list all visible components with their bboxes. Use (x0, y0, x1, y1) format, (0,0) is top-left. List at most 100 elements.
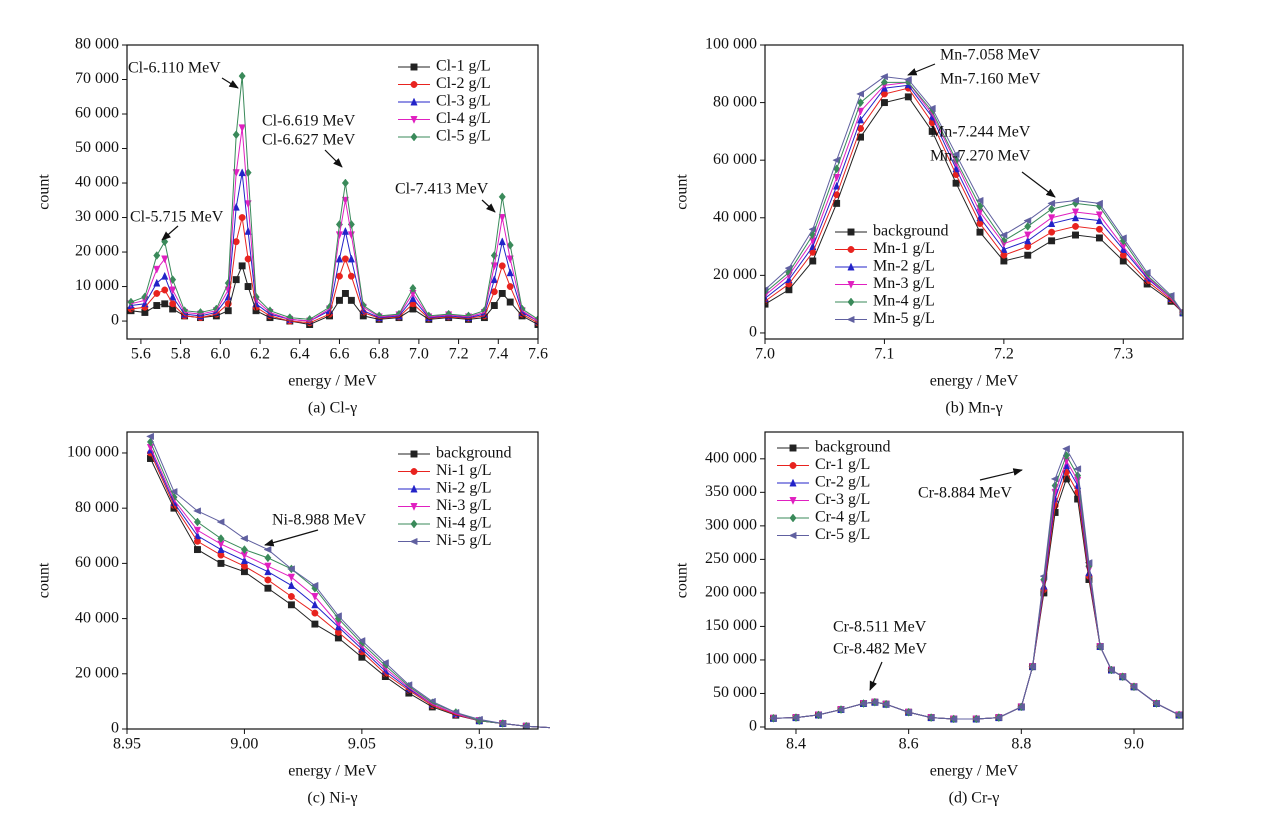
marker (410, 116, 418, 124)
annotation: Cr-8.884 MeV (918, 485, 1012, 502)
y-tick-label: 250 000 (705, 550, 757, 567)
plot-frame (764, 44, 1184, 340)
x-axis-label: energy / MeV (288, 373, 377, 390)
marker (847, 246, 855, 253)
legend-label: Cl-3 g/L (436, 93, 491, 110)
legend-label: Mn-2 g/L (873, 258, 935, 275)
legend-label: Mn-4 g/L (873, 293, 935, 310)
x-axis-label: energy / MeV (930, 763, 1019, 780)
annotation: Cl-7.413 MeV (395, 181, 489, 198)
y-tick-label: 60 000 (713, 151, 757, 168)
y-tick-label: 0 (111, 312, 119, 329)
y-tick-label: 50 000 (75, 139, 119, 156)
y-tick-label: 100 000 (705, 36, 757, 53)
y-tick-label: 100 000 (705, 651, 757, 668)
marker (410, 63, 418, 71)
x-tick-label: 9.05 (348, 736, 376, 753)
y-tick-label: 60 000 (75, 554, 119, 571)
x-tick-label: 7.2 (994, 346, 1014, 363)
y-tick-label: 80 000 (75, 36, 119, 53)
series-line (764, 84, 1184, 314)
plot-frame (764, 431, 1184, 730)
legend-label: Ni-4 g/L (436, 515, 492, 532)
marker (789, 478, 797, 487)
x-tick-label: 7.2 (449, 346, 469, 363)
x-tick-label: 7.6 (528, 346, 548, 363)
legend-label: Cl-4 g/L (436, 110, 491, 127)
legend-label: background (873, 223, 949, 240)
y-tick-label: 40 000 (75, 609, 119, 626)
annotation-arrow (979, 468, 1023, 481)
x-tick-label: 9.00 (230, 736, 258, 753)
annotation: Cl-6.619 MeV (262, 113, 356, 130)
legend-label: Cr-5 g/L (815, 526, 870, 543)
y-tick-label: 80 000 (713, 93, 757, 110)
y-axis-label: count (36, 174, 53, 210)
annotation-arrow (907, 63, 936, 76)
series-line (150, 436, 550, 729)
x-tick-label: 7.4 (488, 346, 508, 363)
caption: (a) Cl-γ (308, 400, 357, 417)
x-tick-label: 6.0 (210, 346, 230, 363)
marker (341, 226, 349, 235)
marker (409, 537, 418, 546)
marker (789, 497, 797, 505)
y-tick-label: 0 (111, 720, 119, 737)
marker (788, 531, 797, 540)
plot-frame (126, 44, 539, 340)
legend-label: Ni-5 g/L (436, 532, 492, 549)
x-tick-label: 7.0 (409, 346, 429, 363)
y-axis-label: count (36, 562, 53, 598)
legend-label: background (815, 439, 891, 456)
legend-label: Cl-1 g/L (436, 58, 491, 75)
legend-label: Ni-3 g/L (436, 497, 492, 514)
marker (410, 468, 418, 475)
caption: (b) Mn-γ (945, 400, 1002, 417)
annotation: Mn-7.244 MeV (930, 124, 1031, 141)
marker (789, 444, 797, 452)
y-axis-label: count (674, 174, 691, 210)
series-line (130, 127, 539, 322)
y-tick-label: 70 000 (75, 70, 119, 87)
series-line (130, 172, 539, 322)
y-tick-label: 30 000 (75, 208, 119, 225)
annotation-arrow (264, 529, 319, 547)
y-tick-label: 10 000 (75, 277, 119, 294)
y-axis-label: count (674, 562, 691, 598)
caption: (c) Ni-γ (307, 790, 357, 807)
legend-label: Cl-5 g/L (436, 128, 491, 145)
series-line (764, 87, 1184, 314)
legend-label: Ni-2 g/L (436, 480, 492, 497)
y-tick-label: 0 (749, 718, 757, 735)
x-tick-label: 8.6 (899, 736, 919, 753)
legend-label: Cl-2 g/L (436, 75, 491, 92)
annotation: Mn-7.160 MeV (940, 71, 1041, 88)
series-line (130, 217, 539, 324)
annotation: Cl-6.627 MeV (262, 132, 356, 149)
marker (498, 237, 506, 246)
x-tick-label: 7.0 (755, 346, 775, 363)
marker (410, 450, 418, 458)
plot-area (146, 432, 530, 729)
x-tick-label: 9.0 (1124, 736, 1144, 753)
annotation-arrow (869, 661, 883, 691)
marker (410, 97, 418, 106)
y-tick-label: 20 000 (75, 664, 119, 681)
x-tick-label: 6.6 (329, 346, 349, 363)
marker (847, 281, 855, 289)
x-tick-label: 6.2 (250, 346, 270, 363)
annotation: Cl-6.110 MeV (128, 60, 221, 77)
y-tick-label: 350 000 (705, 483, 757, 500)
annotation-arrow (324, 149, 343, 168)
plot-frame (126, 431, 539, 730)
y-tick-label: 300 000 (705, 517, 757, 534)
x-tick-label: 7.1 (874, 346, 894, 363)
marker (789, 513, 797, 523)
y-tick-label: 40 000 (75, 174, 119, 191)
x-tick-label: 7.3 (1113, 346, 1133, 363)
marker (847, 297, 855, 307)
series-line (764, 76, 1184, 314)
y-tick-label: 80 000 (75, 499, 119, 516)
marker (847, 262, 855, 271)
series-line (773, 447, 1180, 720)
